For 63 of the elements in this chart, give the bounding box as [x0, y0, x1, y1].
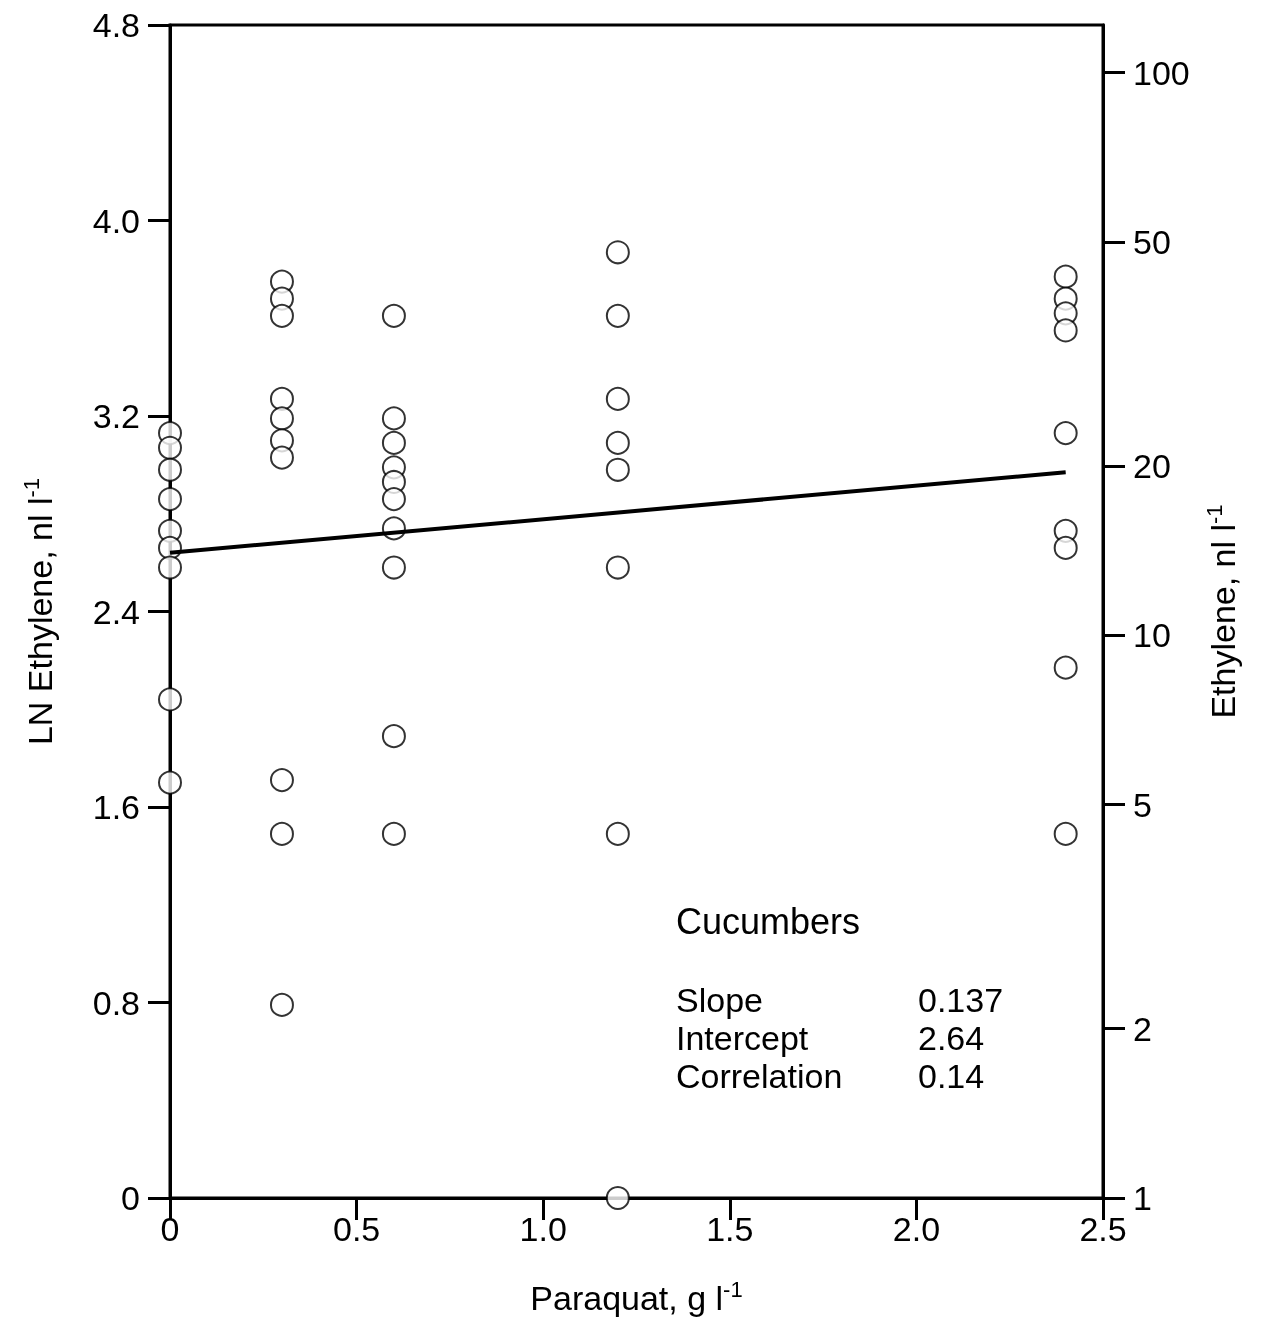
point	[158, 770, 182, 795]
y-tick-label: 4.0	[92, 201, 140, 240]
x-tick-label: 0.5	[332, 1210, 381, 1248]
annotation: 2.64	[918, 1019, 985, 1057]
y-tick-label: 1.6	[92, 788, 140, 826]
y-tick-label: 3.2	[92, 397, 140, 435]
point	[605, 555, 630, 580]
point	[605, 1186, 630, 1210]
y-tick-label: 4.8	[92, 6, 140, 44]
point	[269, 386, 294, 411]
y2-tick-label: 2	[1133, 1009, 1152, 1048]
point	[158, 435, 182, 460]
y-tick-label: 0	[121, 1179, 140, 1217]
y2-tick-label: 20	[1133, 446, 1171, 485]
annotation: Correlation	[676, 1057, 843, 1095]
point	[158, 457, 182, 482]
x-tick-label: 1.0	[519, 1210, 567, 1248]
point	[605, 430, 630, 455]
point	[381, 821, 406, 846]
point	[381, 487, 406, 512]
x-tick-label: 0	[160, 1210, 180, 1248]
point	[605, 386, 630, 411]
point	[1053, 264, 1078, 289]
annotation: Intercept	[676, 1019, 809, 1057]
point	[381, 724, 406, 749]
annotation: 0.137	[918, 981, 1004, 1019]
annotation: Slope	[676, 981, 763, 1019]
point	[605, 240, 630, 265]
point	[381, 430, 406, 455]
y2-tick-label: 5	[1133, 785, 1152, 824]
point	[269, 768, 294, 793]
point	[381, 303, 406, 328]
x-tick-label: 1.5	[706, 1210, 754, 1248]
annotation: 0.14	[918, 1057, 985, 1095]
point	[381, 406, 406, 431]
x-tick-label: 2.5	[1079, 1210, 1127, 1248]
point	[605, 303, 630, 328]
point	[269, 406, 294, 431]
point	[269, 303, 294, 328]
annotation: Cucumbers	[676, 900, 861, 942]
y2-tick-label: 100	[1133, 53, 1190, 92]
point	[1053, 318, 1078, 343]
point	[605, 457, 630, 482]
y2-axis-title: Ethylene, nl l-1	[1201, 504, 1242, 719]
y-tick-label: 2.4	[92, 592, 140, 631]
point	[158, 555, 182, 580]
point	[158, 687, 182, 712]
point	[1053, 535, 1078, 560]
point	[1053, 421, 1078, 446]
x-tick-label: 2.0	[892, 1210, 941, 1248]
point	[381, 555, 406, 580]
point	[269, 992, 294, 1017]
y-tick-label: 0.8	[92, 983, 140, 1022]
y2-tick-label: 1	[1133, 1179, 1152, 1217]
point	[1053, 655, 1078, 680]
y-axis-title: LN Ethylene, nl l-1	[18, 477, 59, 746]
point	[158, 487, 182, 512]
point	[1053, 821, 1078, 846]
point	[605, 821, 630, 846]
y2-tick-label: 10	[1133, 616, 1171, 655]
y2-tick-label: 50	[1133, 222, 1171, 261]
point	[269, 445, 294, 470]
point	[269, 821, 294, 846]
